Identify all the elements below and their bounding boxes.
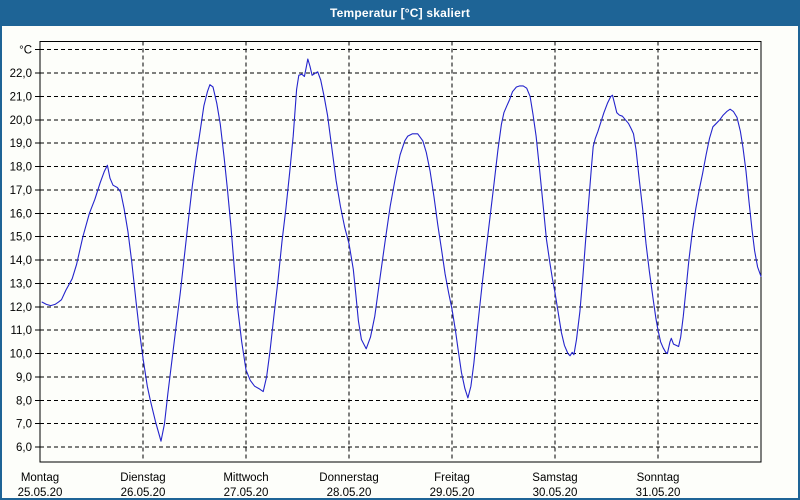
temperature-chart: 22,0 21,0 20,0 19,0 18,0 17,0 16,0 15,0 14,0 13,0…: [10, 41, 762, 499]
y-tick-label: 18,0: [10, 162, 32, 174]
x-date-label: 27.05.20: [224, 487, 269, 499]
x-day-label: Sonntag: [637, 472, 680, 484]
y-tick-label: 21,0: [10, 91, 32, 103]
y-tick-label: 7,0: [16, 419, 32, 431]
y-axis-unit-label: °C: [19, 45, 32, 57]
y-tick-label: 17,0: [10, 185, 32, 197]
x-date-label: 26.05.20: [121, 487, 166, 499]
y-tick-label: 13,0: [10, 278, 32, 290]
title-bar: Temperatur [°C] skaliert: [0, 0, 800, 26]
y-tick-label: 12,0: [10, 302, 32, 314]
y-tick-label: 8,0: [16, 395, 32, 407]
x-day-label: Samstag: [532, 472, 577, 484]
y-tick-label: 16,0: [10, 208, 32, 220]
y-tick-label: 10,0: [10, 349, 32, 361]
x-day-label: Montag: [21, 472, 59, 484]
x-day-label: Mittwoch: [223, 472, 268, 484]
x-date-label: 30.05.20: [533, 487, 578, 499]
x-day-label: Freitag: [434, 472, 470, 484]
y-tick-label: 20,0: [10, 115, 32, 127]
x-day-label: Donnerstag: [319, 472, 378, 484]
chart-title: Temperatur [°C] skaliert: [329, 6, 471, 20]
x-day-label: Dienstag: [120, 472, 165, 484]
temperature-series-line: [41, 58, 762, 442]
y-tick-label: 22,0: [10, 68, 32, 80]
y-tick-label: 19,0: [10, 138, 32, 150]
x-date-label: 29.05.20: [430, 487, 475, 499]
x-date-label: 31.05.20: [636, 487, 681, 499]
x-date-label: 28.05.20: [327, 487, 372, 499]
y-tick-label: 15,0: [10, 232, 32, 244]
x-date-label: 25.05.20: [18, 487, 63, 499]
y-tick-label: 14,0: [10, 255, 32, 267]
y-tick-label: 6,0: [16, 442, 32, 454]
y-tick-label: 11,0: [10, 325, 32, 337]
y-tick-label: 9,0: [16, 372, 32, 384]
